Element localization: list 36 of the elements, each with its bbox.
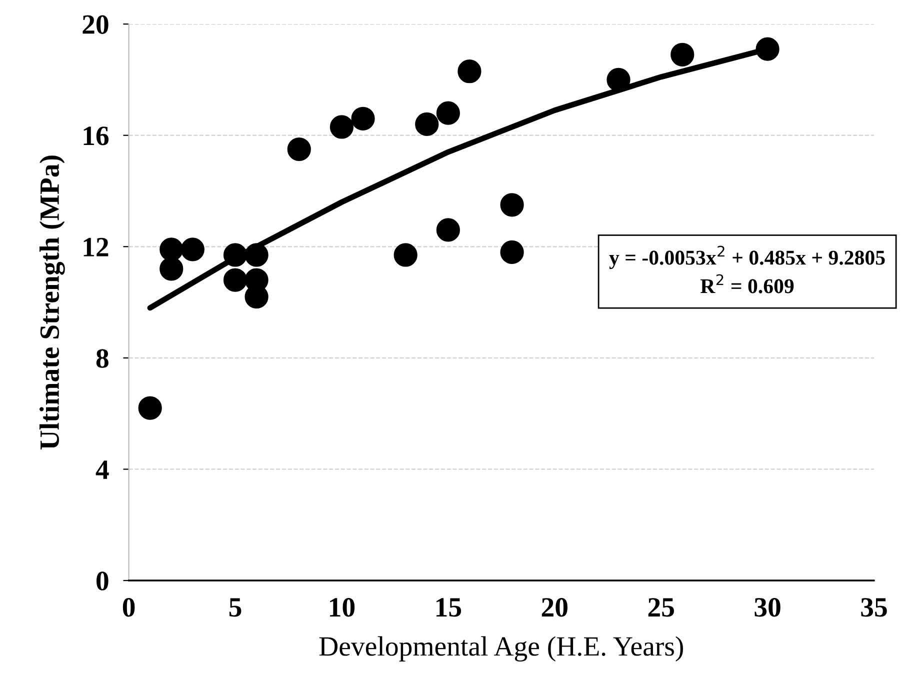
point bbox=[670, 42, 694, 66]
y-tick-label: 20 bbox=[82, 15, 108, 34]
y-tick-label: 16 bbox=[84, 126, 109, 146]
point bbox=[394, 243, 418, 267]
point bbox=[500, 193, 524, 217]
x-tick-label: 5 bbox=[229, 598, 242, 617]
x-tick-label: 0 bbox=[122, 598, 135, 617]
point bbox=[223, 243, 248, 267]
point bbox=[756, 37, 780, 61]
y-tick-label: 12 bbox=[84, 238, 108, 256]
point bbox=[436, 101, 460, 125]
x-tick-label: 25 bbox=[648, 598, 674, 617]
y-tick-label: 8 bbox=[96, 349, 108, 368]
point bbox=[244, 243, 268, 267]
point bbox=[223, 268, 248, 292]
point bbox=[500, 240, 524, 264]
point bbox=[436, 218, 460, 242]
point bbox=[160, 257, 184, 281]
y-axis-title: Ultimate Strength (MPa) bbox=[40, 156, 65, 450]
point bbox=[138, 396, 162, 420]
point bbox=[415, 112, 439, 136]
x-axis-title: Developmental Age (H.E. Years) bbox=[319, 636, 683, 662]
x-tick-label: 35 bbox=[861, 598, 887, 617]
y-tick-label: 0 bbox=[96, 572, 108, 590]
point bbox=[330, 115, 354, 139]
point bbox=[606, 68, 630, 92]
point bbox=[458, 60, 482, 84]
point bbox=[180, 238, 204, 262]
y-tick-label: 4 bbox=[96, 460, 109, 479]
x-tick-label: 15 bbox=[436, 598, 462, 617]
point bbox=[351, 106, 375, 130]
annotation: y = -0.0053x$^{2}$ + 0.485x + 9.2805 R$^{2}$ = 0.609 bbox=[609, 246, 885, 294]
x-tick-label: 30 bbox=[754, 598, 780, 617]
x-tick-label: 20 bbox=[542, 598, 568, 617]
x-tick-label: 10 bbox=[330, 598, 355, 617]
point bbox=[287, 137, 311, 162]
